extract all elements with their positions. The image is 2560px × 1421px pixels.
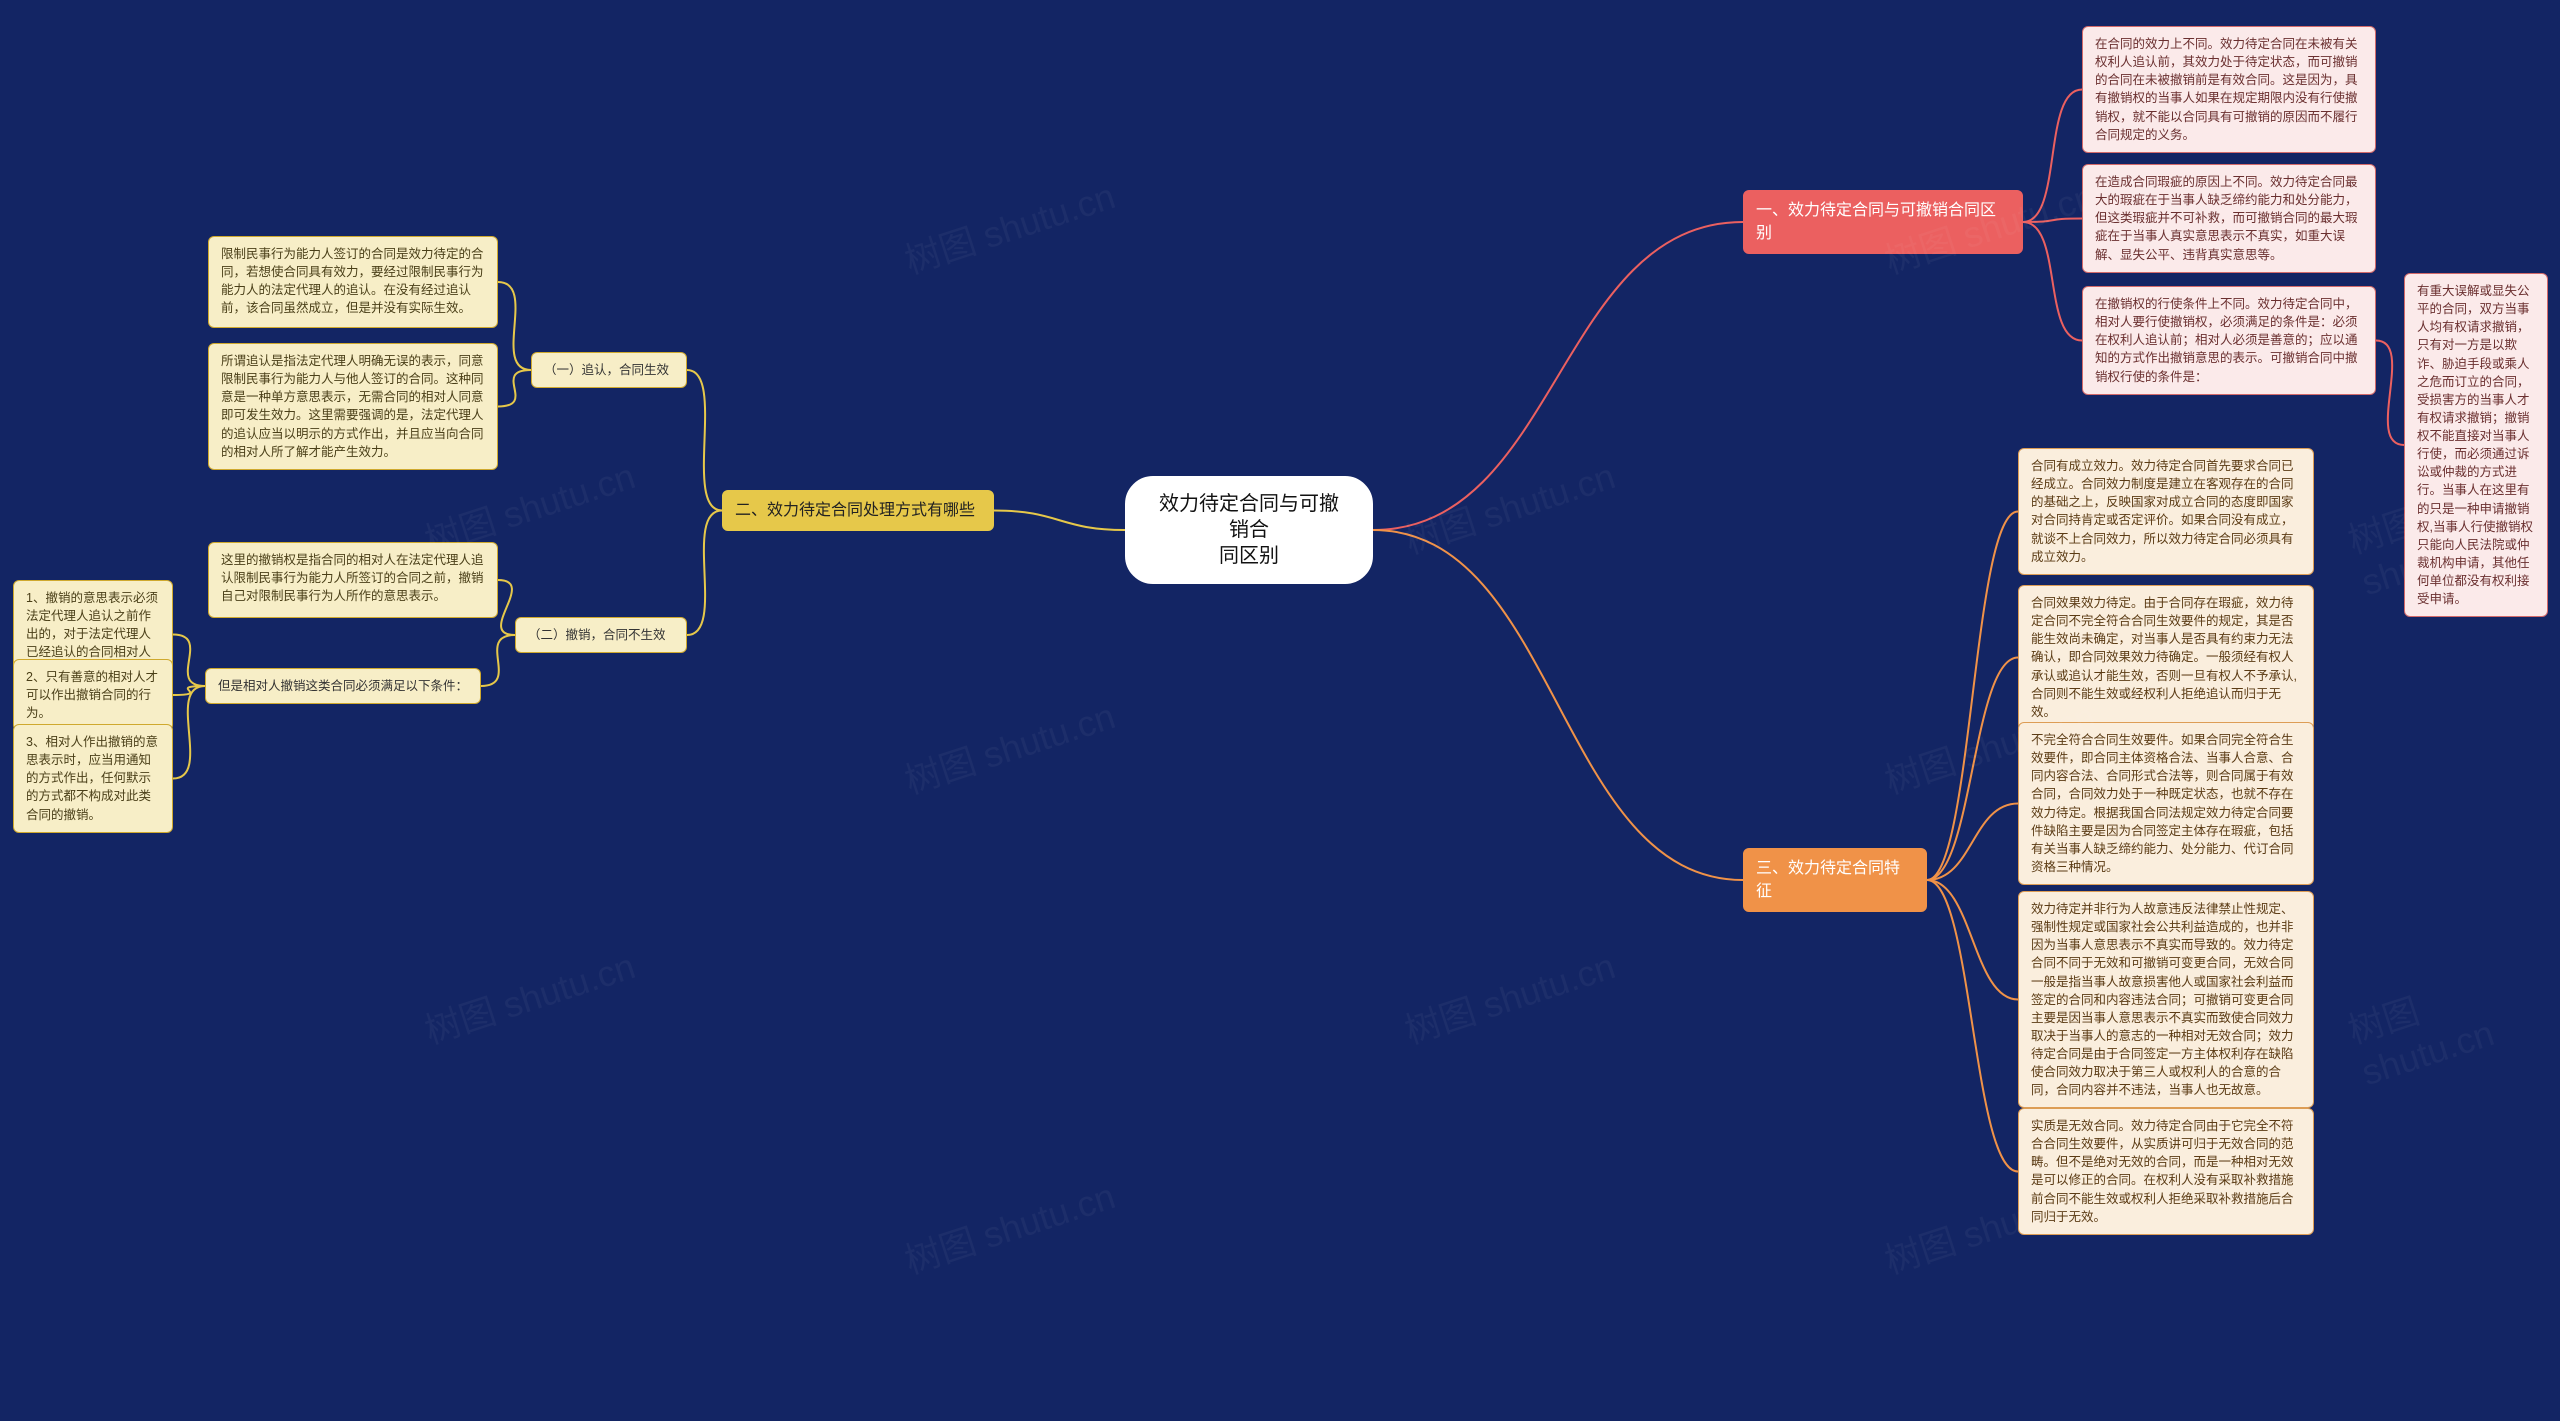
leaf-l3d[interactable]: 效力待定并非行为人故意违反法律禁止性规定、强制性规定或国家社会公共利益造成的，也… <box>2018 891 2314 1108</box>
edge <box>173 635 205 687</box>
edge <box>498 282 531 370</box>
leaf-l2a2[interactable]: 所谓追认是指法定代理人明确无误的表示，同意限制民事行为能力人与他人签订的合同。这… <box>208 343 498 470</box>
sub-b2b2[interactable]: 但是相对人撤销这类合同必须满足以下条件： <box>205 668 481 704</box>
leaf-l2b2c[interactable]: 3、相对人作出撤销的意思表示时，应当用通知的方式作出，任何默示的方式都不构成对此… <box>13 724 173 833</box>
root-node[interactable]: 效力待定合同与可撤销合 同区别 <box>1125 476 1373 584</box>
sub-b2b[interactable]: （二）撤销，合同不生效 <box>515 617 687 653</box>
branch-b2[interactable]: 二、效力待定合同处理方式有哪些 <box>722 490 994 531</box>
leaf-l3e[interactable]: 实质是无效合同。效力待定合同由于它完全不符合合同生效要件，从实质讲可归于无效合同… <box>2018 1108 2314 1235</box>
edge <box>687 511 722 636</box>
branch-b1[interactable]: 一、效力待定合同与可撤销合同区 别 <box>1743 190 2023 254</box>
leaf-l2b2b[interactable]: 2、只有善意的相对人才可以作出撤销合同的行为。 <box>13 659 173 731</box>
leaf-l3c[interactable]: 不完全符合合同生效要件。如果合同完全符合生效要件，即合同主体资格合法、当事人合意… <box>2018 722 2314 885</box>
leaf-l3a[interactable]: 合同有成立效力。效力待定合同首先要求合同已经成立。合同效力制度是建立在客观存在的… <box>2018 448 2314 575</box>
leaf-l1a[interactable]: 在合同的效力上不同。效力待定合同在未被有关权利人追认前，其效力处于待定状态，而可… <box>2082 26 2376 153</box>
edge <box>994 511 1125 531</box>
leaf-l1c[interactable]: 在撤销权的行使条件上不同。效力待定合同中，相对人要行使撤销权，必须满足的条件是：… <box>2082 286 2376 395</box>
leaf-l3b[interactable]: 合同效果效力待定。由于合同存在瑕疵，效力待定合同不完全符合合同生效要件的规定，其… <box>2018 585 2314 730</box>
edge <box>1927 512 2018 881</box>
sub-b2a[interactable]: （一）追认，合同生效 <box>531 352 687 388</box>
edge <box>173 686 205 779</box>
leaf-l1b[interactable]: 在造成合同瑕疵的原因上不同。效力待定合同最大的瑕疵在于当事人缺乏缔约能力和处分能… <box>2082 164 2376 273</box>
edge <box>481 635 515 686</box>
leaf-l2a1[interactable]: 限制民事行为能力人签订的合同是效力待定的合同，若想使合同具有效力，要经过限制民事… <box>208 236 498 328</box>
edge <box>498 370 531 407</box>
edge <box>498 580 515 635</box>
edge <box>2376 341 2404 446</box>
edge <box>1927 880 2018 1000</box>
edge <box>1373 222 1743 530</box>
leaf-l1c1[interactable]: 有重大误解或显失公平的合同，双方当事人均有权请求撤销，只有对一方是以欺诈、胁迫手… <box>2404 273 2548 617</box>
leaf-l2b1[interactable]: 这里的撤销权是指合同的相对人在法定代理人追认限制民事行为能力人所签订的合同之前，… <box>208 542 498 618</box>
edge <box>2023 222 2082 341</box>
edge <box>687 370 722 511</box>
edge <box>1373 530 1743 880</box>
edge <box>1927 880 2018 1172</box>
edge <box>2023 90 2082 223</box>
branch-b3[interactable]: 三、效力待定合同特征 <box>1743 848 1927 912</box>
